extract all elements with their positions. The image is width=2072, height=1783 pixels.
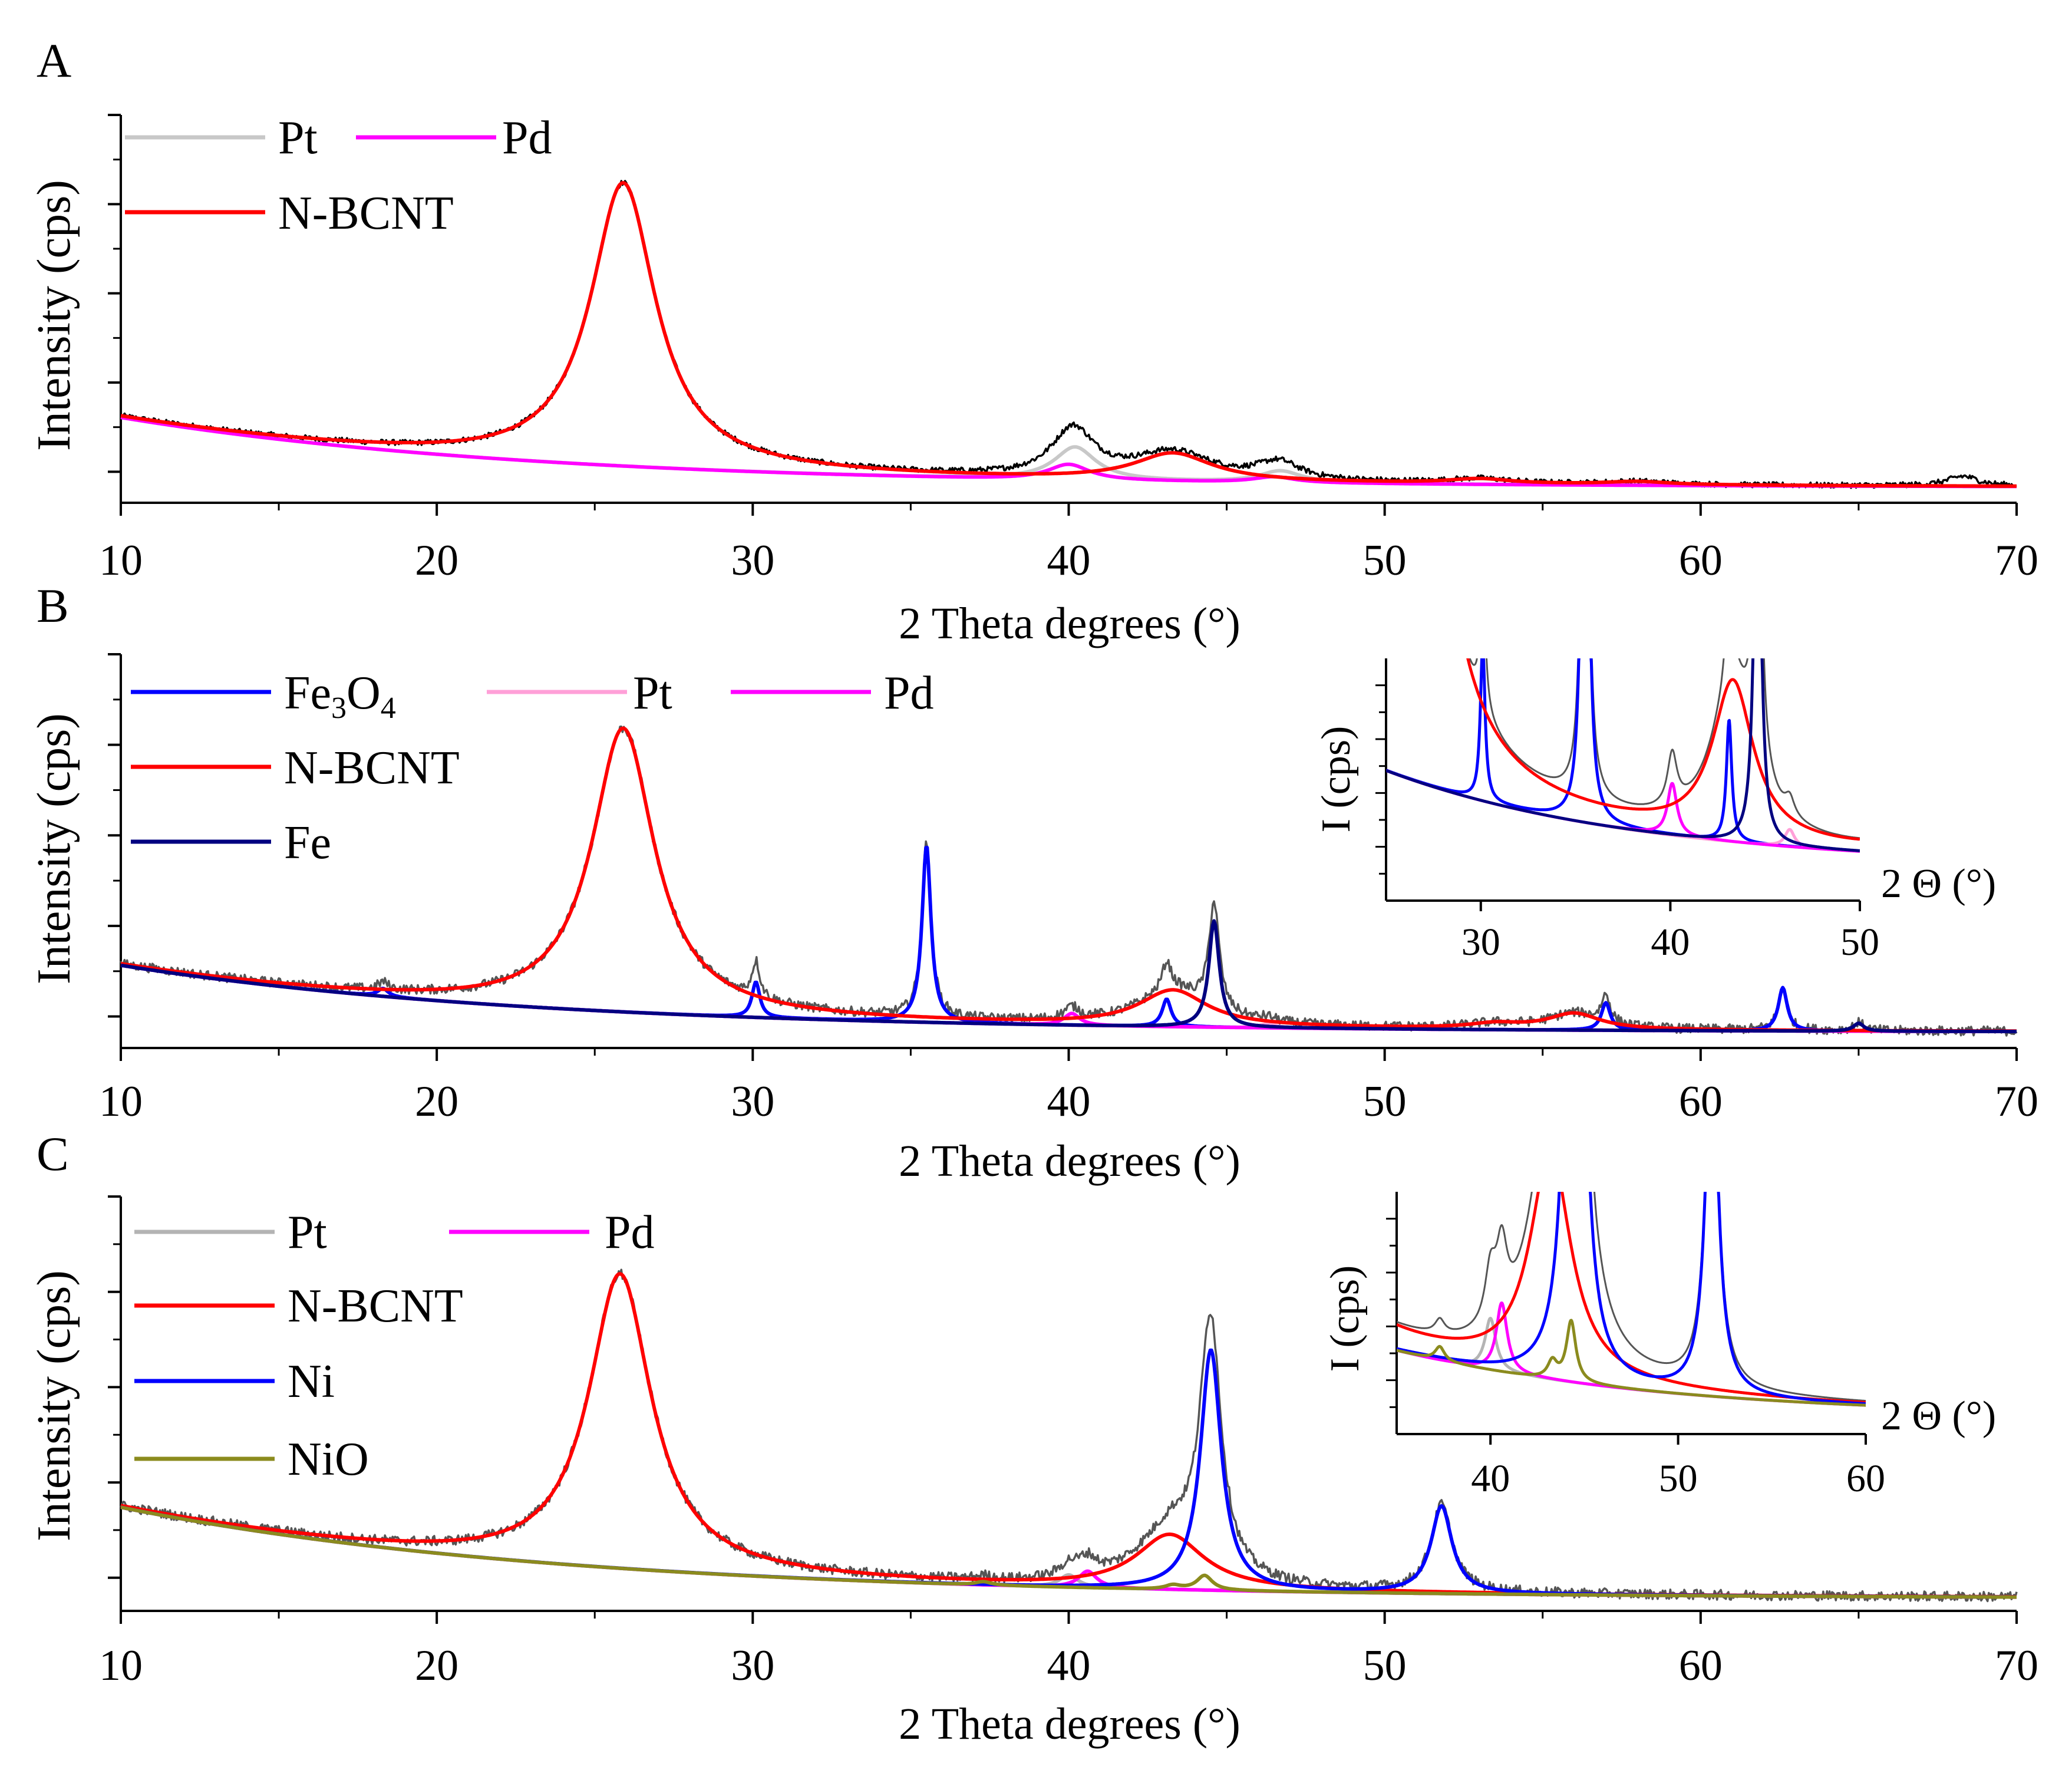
panel-a-legend: Pt Pd N-BCNT <box>125 112 552 239</box>
x-tick-label: 60 <box>1679 1077 1723 1126</box>
panel-a-x-axis-label: 2 Theta degrees (°) <box>899 599 1240 648</box>
panel-c: C 10 20 30 40 50 60 70 Intensity (cps) 2 Theta… <box>28 1127 2038 1749</box>
x-tick-label: 70 <box>1995 1077 2038 1126</box>
panel-c-axes: 10 20 30 40 50 60 70 <box>99 1195 2038 1690</box>
x-tick-label: 10 <box>99 1077 143 1126</box>
inset-c-x-axis-label: 2 Θ (°) <box>1881 1393 1996 1439</box>
inset-b-x-axis-label: 2 Θ (°) <box>1881 861 1996 907</box>
series-nio <box>120 1505 2017 1599</box>
x-tick-label: 60 <box>1679 536 1723 585</box>
inset-x-tick-label: 40 <box>1651 921 1690 964</box>
series-n-bcnt <box>120 181 2017 488</box>
legend-label-pd: Pd <box>884 667 934 719</box>
legend-label-n-bcnt: N-BCNT <box>288 1280 463 1332</box>
panel-b-inset: 30 40 50 I (cps) 2 Θ (°) <box>1314 658 1996 964</box>
legend-label-pd: Pd <box>502 112 552 164</box>
panel-b-curves <box>120 725 2018 1037</box>
inset-x-tick-label: 50 <box>1659 1457 1698 1500</box>
inset-c-axes: 40 50 60 <box>1386 1192 1885 1500</box>
legend-label-fe3o4-fe: Fe <box>284 667 331 719</box>
panel-b-letter: B <box>37 579 69 632</box>
legend-label-fe: Fe <box>284 817 331 869</box>
panel-b: B 10 20 30 40 50 60 70 Intensity (cps) 2 Theta… <box>28 579 2038 1186</box>
inset-series-ni <box>1397 1192 1866 1405</box>
inset-b-axes: 30 40 50 <box>1375 658 1879 964</box>
panel-b-y-axis-label: Intensity (cps) <box>28 713 80 984</box>
x-tick-label: 60 <box>1679 1642 1723 1690</box>
inset-x-tick-label: 60 <box>1846 1457 1885 1500</box>
x-tick-label: 40 <box>1047 536 1091 585</box>
inset-c-curves <box>1397 1192 1866 1407</box>
legend-label-fe3o4: Fe3O4 <box>284 667 396 725</box>
x-tick-label: 20 <box>415 1642 458 1690</box>
x-tick-label: 10 <box>99 536 143 585</box>
inset-series-fe <box>1386 658 1860 852</box>
x-tick-label: 50 <box>1363 1077 1407 1126</box>
panel-c-inset: 40 50 60 I (cps) 2 Θ (°) <box>1322 1192 1996 1500</box>
legend-label-fe3o4-o: O <box>347 667 381 719</box>
x-tick-label: 30 <box>731 1077 774 1126</box>
legend-label-n-bcnt: N-BCNT <box>284 742 460 794</box>
panel-a-curves <box>120 180 2017 489</box>
x-tick-label: 20 <box>415 536 458 585</box>
panel-a: A 10 20 30 40 50 60 70 Intensity (cps) 2 Theta… <box>28 34 2038 648</box>
inset-series-measured <box>1469 658 1860 839</box>
inset-x-tick-label: 40 <box>1471 1457 1510 1500</box>
legend-label-pt: Pt <box>288 1207 327 1258</box>
inset-series-nio <box>1397 1319 1866 1407</box>
inset-curve-group <box>1386 658 1860 853</box>
inset-curve-group <box>1397 1192 1866 1407</box>
series-fe <box>120 919 2017 1033</box>
inset-c-y-axis-label: I (cps) <box>1322 1265 1368 1372</box>
x-tick-label: 40 <box>1047 1077 1091 1126</box>
panel-a-axes: 10 20 30 40 50 60 70 <box>99 114 2038 585</box>
x-tick-label: 70 <box>1995 536 2038 585</box>
x-tick-label: 70 <box>1995 1642 2038 1690</box>
panel-c-legend: Pt Pd N-BCNT Ni NiO <box>134 1207 655 1485</box>
legend-label-pd: Pd <box>605 1207 655 1258</box>
inset-b-curves <box>1386 658 1860 853</box>
legend-label-fe3o4-sub2: 4 <box>381 691 396 725</box>
inset-x-tick-label: 50 <box>1840 921 1879 964</box>
inset-series-measured <box>1397 1192 1866 1402</box>
x-tick-label: 20 <box>415 1077 458 1126</box>
panel-b-x-axis-label: 2 Theta degrees (°) <box>899 1136 1240 1186</box>
panel-c-letter: C <box>37 1127 69 1181</box>
series-measured <box>120 725 2018 1037</box>
inset-x-tick-label: 30 <box>1461 921 1500 964</box>
panel-b-legend: Fe3O4 Pt Pd N-BCNT Fe <box>131 667 934 869</box>
inset-series-n-bcnt <box>1466 658 1860 841</box>
inset-b-background <box>1386 658 1860 901</box>
legend-label-ni: Ni <box>288 1356 335 1408</box>
legend-label-fe3o4-sub1: 3 <box>331 691 347 725</box>
x-tick-label: 10 <box>99 1642 143 1690</box>
panel-b-axes: 10 20 30 40 50 60 70 <box>99 653 2038 1126</box>
inset-c-background <box>1397 1192 1866 1434</box>
legend-label-pt: Pt <box>633 667 672 719</box>
x-tick-label: 30 <box>731 1642 774 1690</box>
panel-c-curves <box>120 1268 2018 1603</box>
panel-c-x-axis-label: 2 Theta degrees (°) <box>899 1699 1240 1749</box>
legend-label-pt: Pt <box>278 112 318 164</box>
x-tick-label: 50 <box>1363 536 1407 585</box>
x-tick-label: 40 <box>1047 1642 1091 1690</box>
panel-c-y-axis-label: Intensity (cps) <box>28 1270 80 1541</box>
panel-a-y-axis-label: Intensity (cps) <box>28 180 80 451</box>
panel-a-letter: A <box>37 34 71 87</box>
legend-label-nio: NiO <box>288 1433 369 1485</box>
x-tick-label: 30 <box>731 536 774 585</box>
inset-b-y-axis-label: I (cps) <box>1314 726 1359 833</box>
series-measured <box>120 1268 2018 1603</box>
x-tick-label: 50 <box>1363 1642 1407 1690</box>
legend-label-n-bcnt: N-BCNT <box>278 187 454 239</box>
